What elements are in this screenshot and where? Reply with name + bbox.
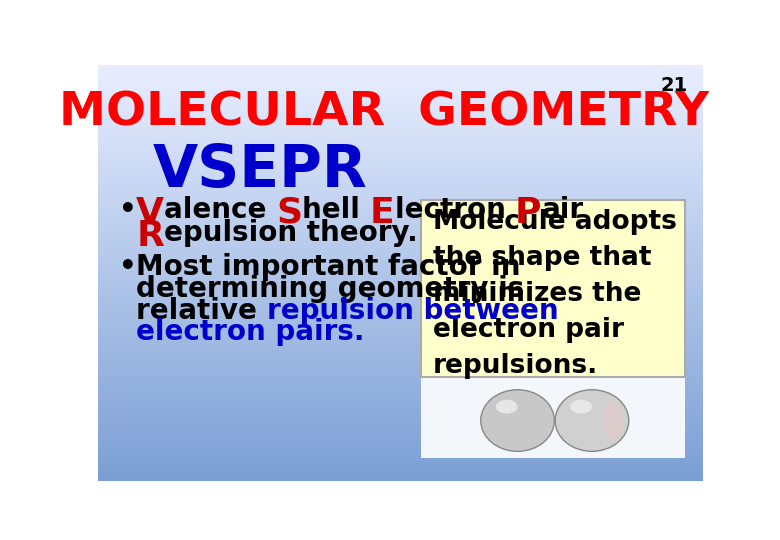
Text: MOLECULAR  GEOMETRY: MOLECULAR GEOMETRY: [59, 91, 709, 136]
Text: VSEPR: VSEPR: [153, 142, 367, 199]
Text: •: •: [119, 195, 137, 224]
Bar: [421, 377, 685, 457]
Text: air: air: [541, 195, 583, 224]
FancyBboxPatch shape: [421, 200, 685, 377]
Text: R: R: [136, 219, 164, 253]
Text: •: •: [119, 253, 137, 281]
Ellipse shape: [570, 400, 592, 414]
Text: epulsion theory.: epulsion theory.: [164, 219, 418, 247]
Bar: [421, 377, 685, 457]
Text: lectron: lectron: [395, 195, 515, 224]
Text: relative: relative: [136, 296, 267, 325]
Text: determining geometry is: determining geometry is: [136, 275, 524, 303]
Ellipse shape: [555, 390, 629, 451]
Text: Molecule adopts
the shape that
minimizes the
electron pair
repulsions.: Molecule adopts the shape that minimizes…: [433, 209, 677, 379]
Text: electron pairs.: electron pairs.: [136, 318, 365, 346]
Text: E: E: [370, 195, 395, 230]
Ellipse shape: [496, 400, 518, 414]
Text: alence: alence: [165, 195, 276, 224]
Text: 21: 21: [661, 76, 688, 94]
Text: Most important factor in: Most important factor in: [136, 253, 521, 281]
Text: V: V: [136, 195, 165, 230]
Ellipse shape: [480, 390, 555, 451]
Text: hell: hell: [303, 195, 370, 224]
Text: S: S: [276, 195, 303, 230]
Ellipse shape: [603, 401, 622, 440]
Text: repulsion between: repulsion between: [267, 296, 558, 325]
Text: P: P: [515, 195, 541, 230]
